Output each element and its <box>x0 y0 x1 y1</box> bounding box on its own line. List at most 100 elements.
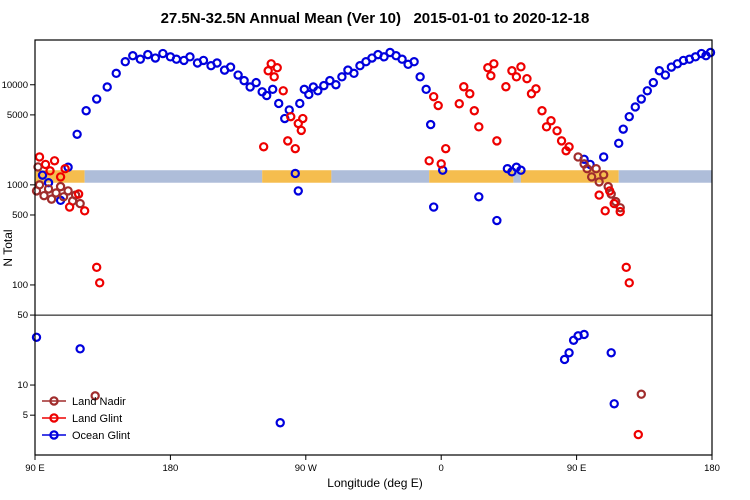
data-point-ocean-glint <box>696 48 707 59</box>
data-point-land-glint <box>531 84 541 94</box>
data-point-land-glint <box>79 206 90 216</box>
data-point-ocean-glint <box>150 53 161 63</box>
data-point-ocean-glint <box>325 75 335 86</box>
data-point-land-nadir <box>636 389 646 399</box>
x-axis-label: Longitude (deg E) <box>327 476 422 490</box>
data-point-ocean-glint <box>72 129 82 139</box>
data-point-ocean-glint <box>120 56 130 67</box>
data-point-ocean-glint <box>290 168 300 179</box>
data-point-ocean-glint <box>268 84 278 95</box>
y-tick-label: 5 <box>23 410 28 421</box>
surface-type-band <box>35 170 712 183</box>
data-point-ocean-glint <box>516 165 526 175</box>
data-point-land-nadir <box>90 391 100 401</box>
data-point-ocean-glint <box>81 106 91 116</box>
data-point-ocean-glint <box>239 75 249 86</box>
data-point-ocean-glint <box>609 399 619 409</box>
data-point-land-nadir <box>615 203 625 213</box>
data-point-land-glint <box>49 156 60 166</box>
data-point-land-glint <box>615 206 625 217</box>
y-tick-label: 500 <box>12 210 28 221</box>
data-point-ocean-glint <box>295 98 305 109</box>
data-point-ocean-glint <box>618 124 628 134</box>
data-point-land-glint <box>60 163 70 174</box>
data-point-land-nadir <box>598 170 609 180</box>
data-point-ocean-glint <box>636 94 646 104</box>
data-point-ocean-glint <box>143 49 153 60</box>
x-tick-label: 90 W <box>295 463 317 474</box>
data-point-ocean-glint <box>135 54 146 64</box>
data-point-land-glint <box>45 166 55 176</box>
data-point-ocean-glint <box>409 56 419 67</box>
data-point-ocean-glint <box>91 94 102 104</box>
data-point-land-glint <box>600 206 610 216</box>
band-segment-ocean <box>618 170 712 183</box>
data-point-land-glint <box>454 99 464 109</box>
data-point-ocean-glint <box>642 86 653 96</box>
x-tick-label: 90 E <box>567 463 587 474</box>
data-point-land-glint <box>501 82 511 92</box>
data-point-land-glint <box>465 89 475 99</box>
data-point-ocean-glint <box>225 62 236 72</box>
data-point-land-glint <box>94 278 105 288</box>
data-point-land-glint <box>541 122 552 132</box>
data-point-ocean-glint <box>428 202 439 212</box>
data-point-ocean-glint <box>337 72 347 82</box>
data-point-ocean-glint <box>251 77 261 88</box>
data-point-land-glint <box>258 142 269 152</box>
data-point-land-nadir <box>591 163 601 174</box>
data-point-ocean-glint <box>624 111 634 122</box>
data-point-land-glint <box>441 143 451 154</box>
data-point-land-glint <box>537 106 547 116</box>
data-point-ocean-glint <box>606 348 616 358</box>
data-point-land-glint <box>486 71 496 81</box>
x-tick-label: 90 E <box>25 463 45 474</box>
data-point-ocean-glint <box>559 354 570 365</box>
y-tick-label: 10 <box>17 380 28 391</box>
data-point-land-glint <box>296 125 306 136</box>
data-point-land-glint <box>474 122 484 132</box>
data-point-land-nadir <box>34 180 45 190</box>
data-point-land-nadir <box>63 186 73 196</box>
data-point-land-nadir <box>58 192 69 202</box>
data-point-ocean-glint <box>349 68 359 79</box>
data-point-land-glint <box>522 73 532 84</box>
data-point-ocean-glint <box>614 138 624 149</box>
chart-title: 27.5N-32.5N Annual Mean (Ver 10) 2015-01… <box>160 10 590 27</box>
band-segment-ocean <box>331 170 430 183</box>
data-point-ocean-glint <box>379 52 389 62</box>
data-point-ocean-glint <box>212 58 222 68</box>
y-tick-label: 100 <box>12 280 28 291</box>
x-tick-label: 180 <box>704 463 720 474</box>
data-point-ocean-glint <box>37 170 48 180</box>
data-point-land-nadir <box>46 194 57 204</box>
data-point-land-nadir <box>51 188 61 198</box>
plot-frame <box>34 39 713 456</box>
legend-label-land-nadir: Land Nadir <box>72 396 126 408</box>
data-point-land-glint <box>283 136 293 146</box>
y-axis-label: N Total <box>1 229 15 266</box>
data-point-ocean-glint <box>261 90 272 101</box>
data-point-land-glint <box>552 126 562 136</box>
data-point-ocean-glint <box>564 348 574 358</box>
data-point-land-glint <box>298 113 308 124</box>
data-point-ocean-glint <box>705 47 716 58</box>
data-point-land-glint <box>594 190 604 200</box>
data-point-ocean-glint <box>331 80 341 90</box>
data-point-land-glint <box>64 202 75 212</box>
data-point-ocean-glint <box>304 89 314 100</box>
data-point-land-glint <box>55 172 66 182</box>
data-point-land-glint <box>489 59 499 69</box>
data-point-land-nadir <box>603 181 613 192</box>
data-point-ocean-glint <box>492 215 502 226</box>
data-point-land-glint <box>73 189 84 199</box>
data-point-ocean-glint <box>313 86 323 96</box>
data-point-ocean-glint <box>128 51 138 61</box>
data-point-land-glint <box>278 86 288 96</box>
legend-marker-ocean-glint <box>49 430 59 440</box>
data-point-land-glint <box>269 72 279 82</box>
data-point-ocean-glint <box>75 344 85 354</box>
data-point-ocean-glint <box>171 54 182 64</box>
data-point-land-glint <box>428 91 439 102</box>
